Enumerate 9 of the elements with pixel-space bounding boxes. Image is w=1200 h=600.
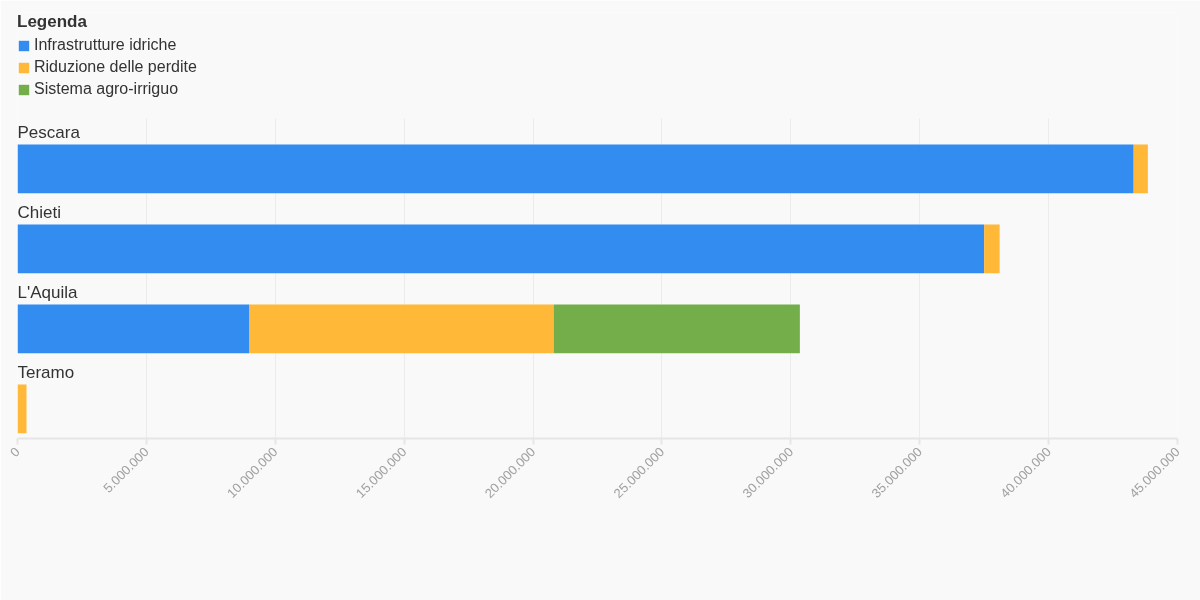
y-tick-label: Teramo: [17, 362, 75, 382]
y-tick-label: Chieti: [17, 202, 61, 222]
y-tick-label: Pescara: [17, 122, 81, 142]
legend-title: Legenda: [17, 12, 88, 32]
x-tick-label: 0: [7, 444, 23, 460]
legend-label: Sistema agro-irriguo: [34, 80, 179, 98]
legend-label: Riduzione delle perdite: [34, 58, 197, 76]
legend-label: Infrastrutture idriche: [34, 36, 177, 54]
y-tick-label: L'Aquila: [17, 282, 78, 302]
